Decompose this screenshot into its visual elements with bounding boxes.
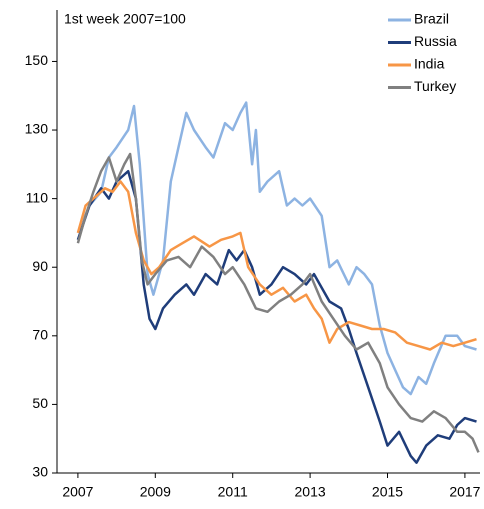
x-tick-label: 2015 xyxy=(372,484,403,500)
x-tick-label: 2017 xyxy=(449,484,480,500)
y-tick-label: 130 xyxy=(25,121,49,137)
x-tick-label: 2013 xyxy=(295,484,326,500)
line-series xyxy=(76,101,477,396)
y-tick-label: 70 xyxy=(32,327,48,343)
line-series xyxy=(76,180,477,351)
x-tick-label: 2009 xyxy=(140,484,171,500)
y-tick-label: 50 xyxy=(32,395,48,411)
legend-label: India xyxy=(414,56,445,72)
line-series xyxy=(76,152,480,453)
legend-label: Turkey xyxy=(414,78,456,94)
y-tick-label: 30 xyxy=(32,464,48,480)
legend-label: Brazil xyxy=(414,11,449,27)
y-tick-label: 110 xyxy=(26,189,49,205)
annotation: 1st week 2007=100 xyxy=(64,11,186,27)
y-tick-label: 150 xyxy=(25,52,49,68)
x-tick-label: 2007 xyxy=(62,484,93,500)
y-tick-label: 90 xyxy=(32,258,48,274)
legend-label: Russia xyxy=(414,33,457,49)
x-tick-label: 2011 xyxy=(218,484,248,500)
